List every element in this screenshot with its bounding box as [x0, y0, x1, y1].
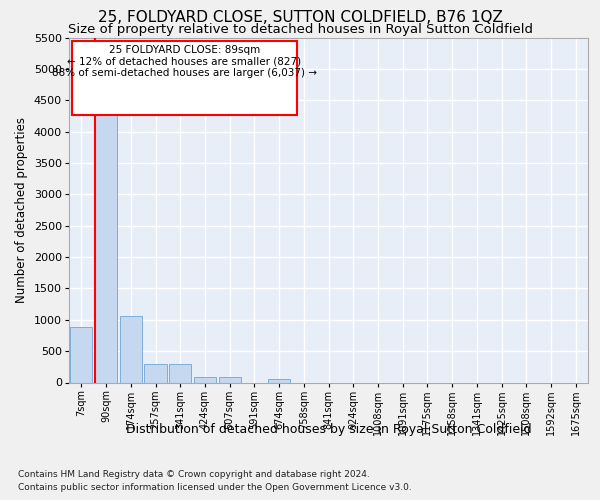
Bar: [218, 378, 241, 382]
Text: Contains HM Land Registry data © Crown copyright and database right 2024.: Contains HM Land Registry data © Crown c…: [18, 470, 370, 479]
Bar: [194, 378, 216, 382]
Text: Contains public sector information licensed under the Open Government Licence v3: Contains public sector information licen…: [18, 482, 412, 492]
Bar: [268, 379, 290, 382]
Text: 25 FOLDYARD CLOSE: 89sqm: 25 FOLDYARD CLOSE: 89sqm: [109, 45, 260, 55]
Y-axis label: Number of detached properties: Number of detached properties: [16, 117, 28, 303]
FancyBboxPatch shape: [71, 41, 298, 115]
Bar: [145, 364, 167, 382]
Text: 88% of semi-detached houses are larger (6,037) →: 88% of semi-detached houses are larger (…: [52, 68, 317, 78]
Text: Distribution of detached houses by size in Royal Sutton Coldfield: Distribution of detached houses by size …: [126, 422, 532, 436]
Bar: [95, 96, 117, 383]
Text: Size of property relative to detached houses in Royal Sutton Coldfield: Size of property relative to detached ho…: [67, 22, 533, 36]
Text: 25, FOLDYARD CLOSE, SUTTON COLDFIELD, B76 1QZ: 25, FOLDYARD CLOSE, SUTTON COLDFIELD, B7…: [98, 10, 502, 25]
Bar: [70, 328, 92, 382]
Bar: [169, 364, 191, 382]
Bar: [119, 316, 142, 382]
Text: ← 12% of detached houses are smaller (827): ← 12% of detached houses are smaller (82…: [67, 56, 301, 66]
